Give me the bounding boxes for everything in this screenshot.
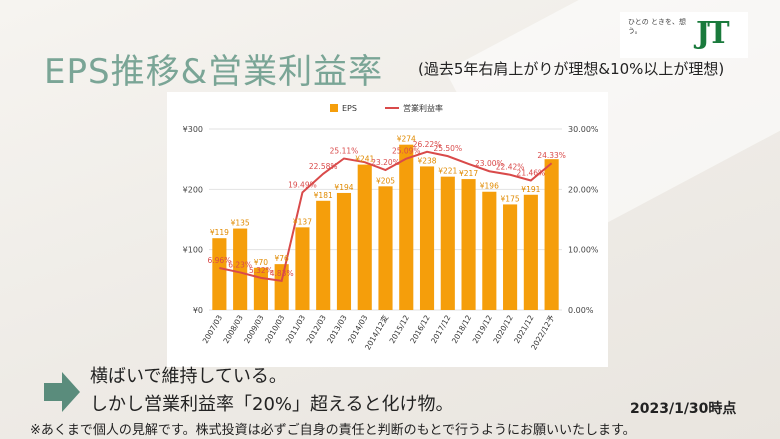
margin-data-label: 25.50% [433,144,462,153]
margin-data-label: 26.22% [413,140,442,149]
margin-data-label: 4.83% [270,269,294,278]
page-title: EPS推移&営業利益率 [44,52,384,92]
y-right-tick-label: 0.00% [568,306,594,315]
eps-data-label: ¥181 [314,191,333,200]
y-right-tick-label: 30.00% [568,125,599,134]
margin-data-label: 25.09% [392,147,421,156]
eps-margin-chart: ¥0 ¥100 ¥200 ¥300 0.00% 10.00% 20.00% 30.00% EPS… [183,103,599,351]
eps-bar [212,238,227,310]
eps-bar [357,164,372,310]
eps-data-label: ¥238 [417,156,436,165]
caption-line-2: しかし営業利益率「20%」超えると化け物。 [90,394,454,415]
eps-bar [336,192,352,310]
eps-data-label: ¥191 [521,185,540,194]
margin-data-label: 6.23% [228,260,252,269]
eps-bar [461,179,476,310]
eps-data-label: ¥194 [334,183,353,192]
eps-data-label: ¥119 [210,228,229,237]
disclaimer: ※あくまで個人の見解です。株式投資は必ずご自身の責任と判断のもとで行うようにお願… [30,423,636,438]
margin-data-label: 19.49% [288,180,317,189]
eps-data-label: ¥274 [397,135,416,144]
eps-bar [419,166,435,310]
eps-data-label: ¥241 [355,155,374,164]
y-left-tick-label: ¥200 [183,185,203,194]
margin-data-label: 21.46% [517,169,546,178]
eps-bar [295,227,310,310]
eps-bar [503,204,518,310]
y-left-tick-label: ¥300 [183,125,203,134]
eps-data-label: ¥205 [376,176,395,185]
margin-data-label: 23.00% [475,159,504,168]
eps-bar [440,176,455,310]
arrow-right-icon [44,372,80,412]
jt-logo: ひとの ときを、想う。 JT [620,12,748,58]
margin-data-label: 24.33% [537,151,566,160]
eps-bar [274,264,289,310]
eps-data-label: ¥221 [438,167,457,176]
y-left-tick-label: ¥0 [193,306,203,315]
eps-data-label: ¥135 [231,219,250,228]
eps-data-label: ¥175 [501,194,520,203]
margin-data-label: 22.42% [496,163,525,172]
margin-data-label: 6.96% [207,256,231,265]
margin-line [219,150,553,282]
eps-bar [378,186,393,310]
logo-tagline: ひとの ときを、想う。 [628,18,686,35]
legend-label-eps: EPS [342,104,357,113]
date-stamp: 2023/1/30時点 [630,401,737,417]
eps-bar [233,228,248,310]
eps-data-label: ¥137 [293,217,312,226]
legend-swatch-eps [330,104,338,112]
eps-data-label: ¥217 [459,169,478,178]
eps-bar [523,194,538,310]
eps-data-label: ¥76 [275,254,290,263]
eps-bar [399,144,414,310]
caption-line-1: 横ばいで維持している。 [90,366,287,387]
eps-bar [482,191,497,310]
eps-bar [544,159,559,310]
y-right-tick-label: 10.00% [568,246,599,255]
eps-data-label: ¥196 [480,182,499,191]
chart-panel: ¥0 ¥100 ¥200 ¥300 0.00% 10.00% 20.00% 30.00% EPS… [167,92,608,367]
margin-data-label: 22.58% [309,162,338,171]
margin-data-label: 5.32% [249,266,273,275]
y-left-tick-label: ¥100 [183,246,203,255]
y-right-tick-label: 20.00% [568,185,599,194]
margin-data-label: 23.20% [371,158,400,167]
legend-label-margin: 営業利益率 [403,103,443,113]
page-subtitle: (過去5年右肩上がりが理想&10%以上が理想) [418,60,725,78]
margin-data-label: 25.11% [330,147,359,156]
logo-mark: JT [696,16,729,51]
eps-data-label: ¥70 [254,258,269,267]
eps-bar [316,200,331,310]
